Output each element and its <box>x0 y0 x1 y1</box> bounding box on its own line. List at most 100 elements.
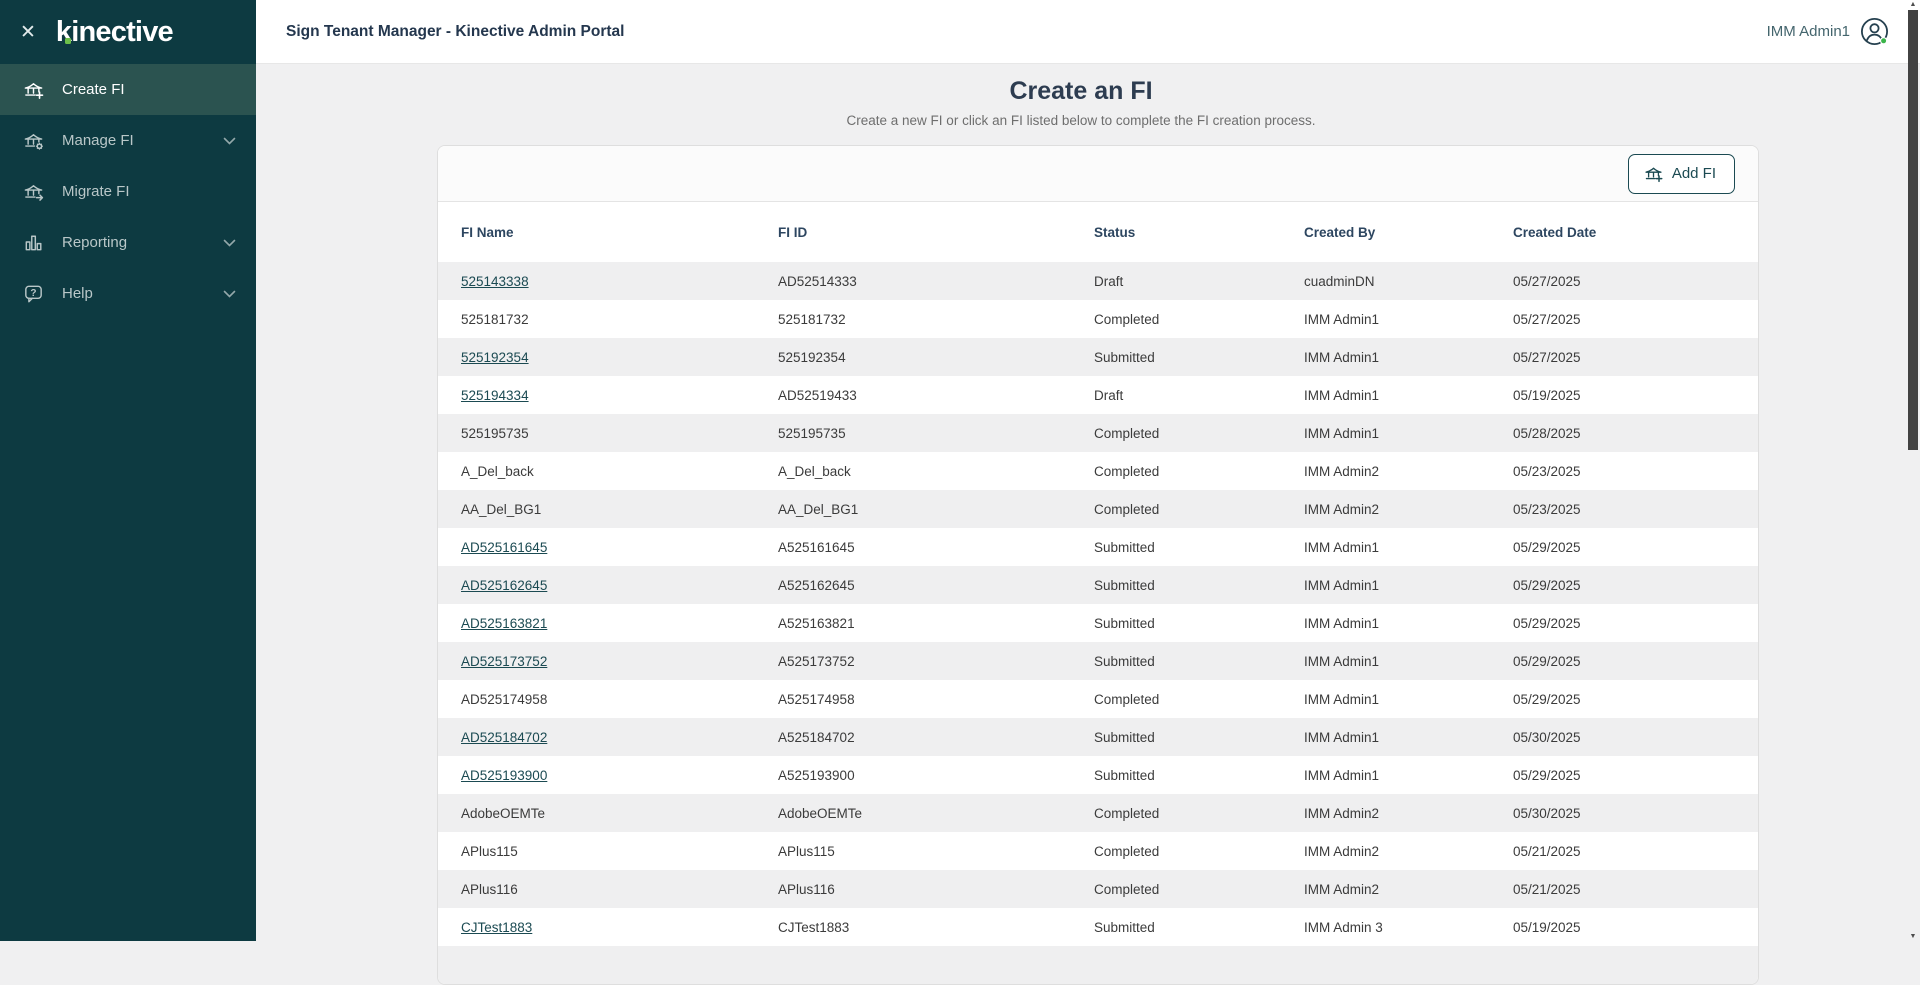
column-header-status: Status <box>1094 202 1304 262</box>
cell-created-by: IMM Admin1 <box>1304 539 1380 555</box>
cell-created-by: IMM Admin1 <box>1304 653 1380 669</box>
cell-status: Submitted <box>1094 349 1155 365</box>
fi-name-link[interactable]: AD525173752 <box>461 653 548 669</box>
cell-created-date: 05/29/2025 <box>1513 539 1581 555</box>
scroll-up-arrow[interactable]: ▲ <box>1909 1 1917 8</box>
table-row[interactable]: 525194334 AD52519433 Draft IMM Admin1 05… <box>438 376 1758 414</box>
cell-fi-id: CJTest1883 <box>778 919 850 935</box>
cell-fi-name: APlus116 <box>461 881 518 897</box>
table-row[interactable]: A_Del_back A_Del_back Completed IMM Admi… <box>438 452 1758 490</box>
user-name: IMM Admin1 <box>1766 23 1850 40</box>
cell-fi-name: AD525173752 <box>438 642 778 680</box>
chevron-down-icon <box>223 290 236 298</box>
sidebar-item-create-fi[interactable]: Create FI <box>0 64 256 115</box>
table-row[interactable]: AD525184702 A525184702 Submitted IMM Adm… <box>438 718 1758 756</box>
table-row[interactable]: AD525163821 A525163821 Submitted IMM Adm… <box>438 604 1758 642</box>
cell-status: Completed <box>1094 501 1160 517</box>
table-row-partial[interactable] <box>438 946 1758 984</box>
fi-name-link[interactable]: AD525162645 <box>461 577 548 593</box>
table-row[interactable]: 525195735 525195735 Completed IMM Admin1… <box>438 414 1758 452</box>
cell-status <box>1094 946 1304 984</box>
cell-fi-name: AA_Del_BG1 <box>461 501 542 517</box>
chevron-down-icon <box>223 239 236 247</box>
cell-created-date: 05/21/2025 <box>1513 881 1581 897</box>
svg-text:?: ? <box>30 288 36 299</box>
user-menu[interactable]: IMM Admin1 <box>1767 16 1890 47</box>
topbar: Sign Tenant Manager - Kinective Admin Po… <box>256 0 1920 64</box>
sidebar-item-label: Help <box>62 285 93 302</box>
table-row[interactable]: APlus115 APlus115 Completed IMM Admin2 0… <box>438 832 1758 870</box>
sidebar-logo-row: ✕ kinective <box>0 0 256 64</box>
table-row[interactable]: AD525162645 A525162645 Submitted IMM Adm… <box>438 566 1758 604</box>
table-row[interactable]: AD525173752 A525173752 Submitted IMM Adm… <box>438 642 1758 680</box>
cell-fi-id: AdobeOEMTe <box>778 805 863 821</box>
cell-created-by: IMM Admin2 <box>1304 843 1380 859</box>
sidebar-item-help[interactable]: ? Help <box>0 268 256 319</box>
cell-fi-name: AD525162645 <box>438 566 778 604</box>
sidebar-item-migrate-fi[interactable]: Migrate FI <box>0 166 256 217</box>
bar-chart-icon <box>22 231 45 254</box>
cell-created-by: IMM Admin1 <box>1304 767 1380 783</box>
cell-fi-id: A525173752 <box>778 653 855 669</box>
fi-name-link[interactable]: AD525163821 <box>461 615 548 631</box>
cell-created-date: 05/29/2025 <box>1513 615 1581 631</box>
table-row[interactable]: 525192354 525192354 Submitted IMM Admin1… <box>438 338 1758 376</box>
cell-status: Completed <box>1094 691 1160 707</box>
cell-status: Completed <box>1094 805 1160 821</box>
cell-status: Completed <box>1094 881 1160 897</box>
cell-created-date: 05/19/2025 <box>1513 387 1581 403</box>
scrollbar[interactable]: ▲ ▼ <box>1906 0 1920 941</box>
cell-fi-name: AD525163821 <box>438 604 778 642</box>
sidebar-item-reporting[interactable]: Reporting <box>0 217 256 268</box>
fi-name-link[interactable]: AD525161645 <box>461 539 548 555</box>
cell-fi-id: 525192354 <box>778 349 846 365</box>
cell-status: Submitted <box>1094 919 1155 935</box>
cell-status: Draft <box>1094 273 1124 289</box>
cell-created-date: 05/29/2025 <box>1513 653 1581 669</box>
cell-created-by: IMM Admin2 <box>1304 463 1380 479</box>
page-title: Create an FI <box>1009 77 1153 105</box>
table-row[interactable]: AD525174958 A525174958 Completed IMM Adm… <box>438 680 1758 718</box>
fi-name-link[interactable]: AD525184702 <box>461 729 548 745</box>
cell-fi-id: A525162645 <box>778 577 855 593</box>
table-row[interactable]: AdobeOEMTe AdobeOEMTe Completed IMM Admi… <box>438 794 1758 832</box>
fi-table: FI Name FI ID Status Created By Created … <box>438 202 1758 984</box>
bank-gear-icon <box>22 129 45 152</box>
cell-fi-id: APlus116 <box>778 881 835 897</box>
logo-green-dot <box>64 37 71 44</box>
cell-status: Submitted <box>1094 577 1155 593</box>
table-row[interactable]: 525181732 525181732 Completed IMM Admin1… <box>438 300 1758 338</box>
bank-plus-icon <box>22 78 45 101</box>
fi-name-link[interactable]: 525192354 <box>461 349 529 365</box>
table-row[interactable]: AD525161645 A525161645 Submitted IMM Adm… <box>438 528 1758 566</box>
scrollbar-thumb[interactable] <box>1908 10 1918 450</box>
cell-created-date: 05/21/2025 <box>1513 843 1581 859</box>
cell-created-date: 05/29/2025 <box>1513 767 1581 783</box>
table-row[interactable]: AA_Del_BG1 AA_Del_BG1 Completed IMM Admi… <box>438 490 1758 528</box>
table-row[interactable]: AD525193900 A525193900 Submitted IMM Adm… <box>438 756 1758 794</box>
fi-name-link[interactable]: 525143338 <box>461 273 529 289</box>
table-row[interactable]: APlus116 APlus116 Completed IMM Admin2 0… <box>438 870 1758 908</box>
cell-fi-name: APlus115 <box>461 843 518 859</box>
cell-status: Draft <box>1094 387 1124 403</box>
add-fi-button[interactable]: Add FI <box>1627 153 1735 194</box>
cell-fi-id: AD52519433 <box>778 387 857 403</box>
logo-text: kinective <box>55 15 174 48</box>
column-header-created-date: Created Date <box>1513 202 1758 262</box>
cell-fi-name: A_Del_back <box>461 463 534 479</box>
cell-fi-name: AD525174958 <box>461 691 548 707</box>
table-row[interactable]: 525143338 AD52514333 Draft cuadminDN 05/… <box>438 262 1758 300</box>
sidebar-item-label: Reporting <box>62 234 128 251</box>
table-row[interactable]: CJTest1883 CJTest1883 Submitted IMM Admi… <box>438 908 1758 946</box>
fi-name-link[interactable]: 525194334 <box>461 387 529 403</box>
fi-name-link[interactable]: CJTest1883 <box>461 919 533 935</box>
cell-created-by: IMM Admin2 <box>1304 501 1380 517</box>
fi-name-link[interactable]: AD525193900 <box>461 767 548 783</box>
cell-created-by: IMM Admin1 <box>1304 729 1380 745</box>
close-icon[interactable]: ✕ <box>20 21 36 43</box>
cell-fi-name: 525194334 <box>438 376 778 414</box>
cell-fi-name: 525143338 <box>438 262 778 300</box>
user-circle-icon[interactable] <box>1859 16 1890 47</box>
sidebar-item-manage-fi[interactable]: Manage FI <box>0 115 256 166</box>
scroll-down-arrow[interactable]: ▼ <box>1909 933 1917 940</box>
